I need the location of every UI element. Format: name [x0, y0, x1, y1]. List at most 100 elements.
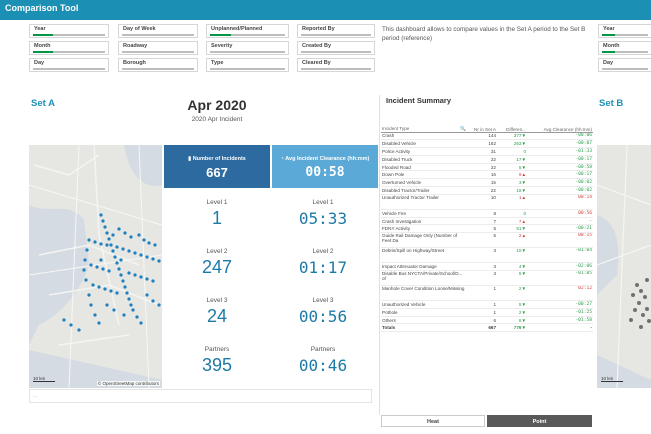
cell-diff: 2▼: [497, 285, 527, 302]
cell-type: Vehicle Fire: [381, 209, 467, 218]
level-3-time-label: Level 3: [312, 297, 334, 304]
filter-day-set-b[interactable]: Day: [598, 58, 651, 72]
cell-diff: 5▼: [497, 163, 527, 172]
point-button[interactable]: Point: [487, 415, 592, 427]
cell-diff: 377▼: [497, 132, 527, 141]
period-subtitle: 2020 Apr Incident: [191, 116, 243, 123]
cell-clearance: -00:21: [527, 224, 593, 234]
cell-diff: 18▼: [497, 186, 527, 195]
map-set-b[interactable]: 10 km: [597, 145, 651, 388]
filter-reported-by[interactable]: Reported By: [297, 24, 375, 38]
table-row[interactable]: Crash 144 377▼ -00:06: [381, 132, 593, 141]
table-row[interactable]: Unauthorized Tractor Trailer 10 1▲ 00:14: [381, 194, 593, 210]
table-row[interactable]: Debris/Spill on Highway/Street 3 10▼ -01:04: [381, 247, 593, 264]
cell-type: Manhole Cover Condition Loose/Missing: [381, 285, 467, 302]
cell-diff: 5▼: [497, 300, 527, 309]
table-row[interactable]: Unauthorized Vehicle 1 5▼ -00:27: [381, 300, 593, 309]
filter-month[interactable]: Month: [29, 41, 109, 55]
kpi-incidents: ▮ Number of Incidents 667: [164, 145, 270, 188]
col-difference[interactable]: Differen...: [497, 112, 527, 133]
filter-severity[interactable]: Severity: [206, 41, 289, 55]
col-incident-type[interactable]: Incident Type 🔍: [381, 112, 467, 133]
cell-count: 16: [467, 170, 497, 180]
cell-diff: 51▼: [497, 224, 527, 234]
cell-clearance: -00:17: [527, 170, 593, 180]
table-row[interactable]: Pothole 1 2▼ -01:25: [381, 308, 593, 317]
filter-year[interactable]: Year: [29, 24, 109, 38]
cell-clearance: -00:27: [527, 300, 593, 309]
level-1-time: 05:33: [298, 209, 348, 228]
table-row[interactable]: Guide Rail Damage Only (Number of Feet D…: [381, 232, 593, 249]
cell-count: 7: [467, 217, 497, 226]
cell-clearance: -01:33: [527, 147, 593, 156]
map-canvas-set-b: [597, 145, 651, 388]
table-row[interactable]: Disable Bus NYCTA/Private/School/D... of…: [381, 270, 593, 287]
cell-clearance: -00:02: [527, 186, 593, 195]
cell-type: Unauthorized Tractor Trailer: [381, 194, 467, 210]
table-row[interactable]: Flooded Road 22 5▼ -00:58: [381, 163, 593, 172]
cell-type: FDNY Activity: [381, 224, 467, 234]
table-row[interactable]: FDNY Activity 5 51▼ -00:21: [381, 224, 593, 234]
table-row[interactable]: Disabled Truck 22 17▼ -00:17: [381, 155, 593, 164]
table-row[interactable]: Police Activity 31 0 -01:33: [381, 147, 593, 156]
cell-count: 8: [467, 209, 497, 218]
filter-created-by[interactable]: Created By: [297, 41, 375, 55]
level-2-time-label: Level 2: [312, 248, 334, 255]
search-icon[interactable]: 🔍: [460, 125, 466, 131]
filter-roadway[interactable]: Roadway: [118, 41, 198, 55]
col-avg-clearance[interactable]: Avg Clearance (hh:mm): [527, 112, 593, 133]
table-row[interactable]: Crash Investigation 7 7▲ -: [381, 217, 593, 226]
cell-count: 22: [467, 163, 497, 172]
partners-time-label: Partners: [310, 346, 336, 353]
filter-type[interactable]: Type: [206, 58, 289, 72]
level-2-time: 01:17: [298, 258, 348, 277]
filter-unplanned-planned[interactable]: Unplanned/Planned: [206, 24, 289, 38]
cell-count: 3: [467, 247, 497, 264]
cell-type: Down Pole: [381, 170, 467, 180]
cell-clearance: -01:04: [527, 247, 593, 264]
incident-points-set-b: [629, 278, 651, 329]
level-2-count: 247: [201, 257, 233, 277]
cell-type: Disabled Truck: [381, 155, 467, 164]
cell-count: 144: [467, 132, 497, 141]
cell-type: Disable Bus NYCTA/Private/School/D... of: [381, 270, 467, 287]
map-scroll-area[interactable]: ...: [29, 389, 372, 403]
table-row[interactable]: Vehicle Fire 8 0 00:56: [381, 209, 593, 218]
kpi-clearance-value: 00:58: [305, 165, 345, 180]
heat-button[interactable]: Heat: [381, 415, 485, 427]
table-row[interactable]: Others 6 6▼ -01:58: [381, 316, 593, 325]
map-scale-set-a: 10 km: [33, 376, 55, 382]
filter-day[interactable]: Day: [29, 58, 109, 72]
cell-count: 22: [467, 155, 497, 164]
cell-type: Pothole: [381, 308, 467, 317]
table-row[interactable]: Manhole Cover Condition Loose/Missing 1 2▼…: [381, 285, 593, 302]
totals-count: 667: [467, 323, 497, 333]
cell-clearance: 00:56: [527, 209, 593, 218]
totals-label: Totals: [381, 323, 467, 333]
table-row[interactable]: Down Pole 16 9▲ -00:17: [381, 170, 593, 180]
cell-type: Crash Investigation: [381, 217, 467, 226]
cell-clearance: 00:14: [527, 194, 593, 210]
map-set-a[interactable]: 10 km © OpenStreetMap contributors: [29, 145, 162, 388]
cell-type: Others: [381, 316, 467, 325]
cell-diff: 1▲: [497, 194, 527, 210]
col-nr-in-set-a[interactable]: Nr in Set A: [467, 112, 497, 133]
incident-summary-table: Incident Type 🔍 Nr in Set A Differen... …: [381, 112, 593, 333]
set-a-title: Set A: [31, 98, 55, 109]
filter-borough[interactable]: Borough: [118, 58, 198, 72]
chart-icon: ▮: [188, 156, 193, 162]
filter-year-set-b[interactable]: Year: [598, 24, 651, 38]
map-attribution-set-a[interactable]: © OpenStreetMap contributors: [96, 381, 160, 386]
table-row[interactable]: Disabled Vehicle 162 263▼ -00:07: [381, 139, 593, 149]
filter-day-of-week[interactable]: Day of Week: [118, 24, 198, 38]
cell-type: Impact Attenuator Damage: [381, 262, 467, 272]
table-row[interactable]: Overturned Vehicle 15 3▼ -00:02: [381, 178, 593, 188]
partners-label: Partners: [204, 346, 230, 353]
table-row[interactable]: Disabled Tractor/Trailer 22 18▼ -00:02: [381, 186, 593, 195]
cell-count: 1: [467, 285, 497, 302]
table-row[interactable]: Impact Attenuator Damage 3 4▼ -02:06: [381, 262, 593, 272]
filter-cleared-by[interactable]: Cleared By: [297, 58, 375, 72]
cell-clearance: -00:07: [527, 139, 593, 149]
level-3-label: Level 3: [206, 297, 228, 304]
filter-month-set-b[interactable]: Month: [598, 41, 651, 55]
